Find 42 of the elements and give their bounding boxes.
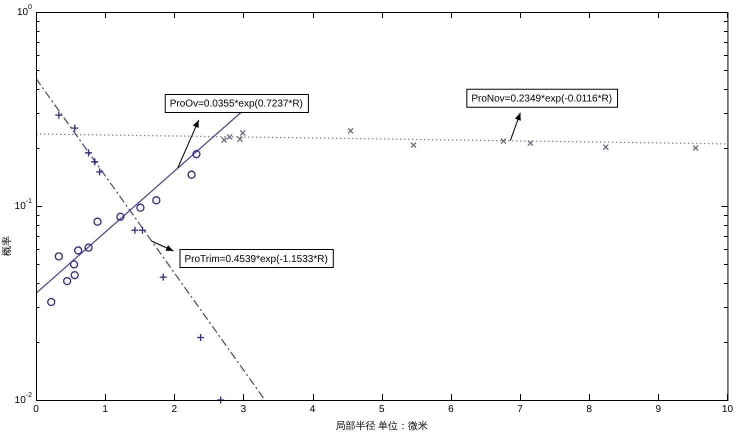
x-tick-label: 3: [240, 404, 247, 415]
point: [692, 144, 699, 152]
point: [136, 204, 145, 212]
point: [47, 298, 56, 306]
point: [138, 226, 147, 234]
point: [410, 142, 417, 148]
point: [527, 140, 534, 146]
x-tick-label: 2: [172, 404, 178, 415]
x-tick-label: 9: [656, 404, 662, 415]
point: [196, 333, 205, 342]
x-tick-label: 8: [586, 404, 592, 415]
point: [226, 134, 233, 140]
x-axis-title: 局部半径 单位：微米: [335, 420, 428, 432]
point: [62, 276, 72, 286]
y-axis-title: 概率: [0, 236, 13, 256]
x-tick-label: 7: [517, 404, 524, 415]
point: [70, 271, 79, 280]
point: [602, 144, 609, 150]
x-tick-label: 5: [378, 404, 385, 415]
point: [192, 150, 201, 158]
point: [84, 148, 93, 157]
point: [152, 196, 160, 204]
point: [93, 218, 102, 226]
x-tick-label: 1: [102, 404, 108, 415]
point: [84, 243, 93, 252]
point: [500, 138, 507, 144]
point: [54, 252, 63, 261]
annotation: ProOv=0.0355*exp(0.7237*R): [170, 98, 303, 110]
point: [70, 260, 78, 269]
annotation: ProTrim=0.4539*exp(-1.1533*R): [184, 254, 328, 265]
annotation: ProNov=0.2349*exp(-0.0116*R): [471, 93, 612, 104]
x-tick-label: 10: [722, 404, 734, 415]
x-tick-label: 6: [448, 404, 454, 415]
point: [220, 136, 228, 144]
point: [347, 128, 354, 134]
x-tick-label: 4: [310, 404, 316, 415]
point: [116, 212, 125, 221]
point: [187, 170, 196, 179]
point: [95, 168, 104, 176]
x-tick-label: 0: [33, 404, 40, 415]
point: [130, 226, 140, 234]
point: [74, 246, 82, 255]
